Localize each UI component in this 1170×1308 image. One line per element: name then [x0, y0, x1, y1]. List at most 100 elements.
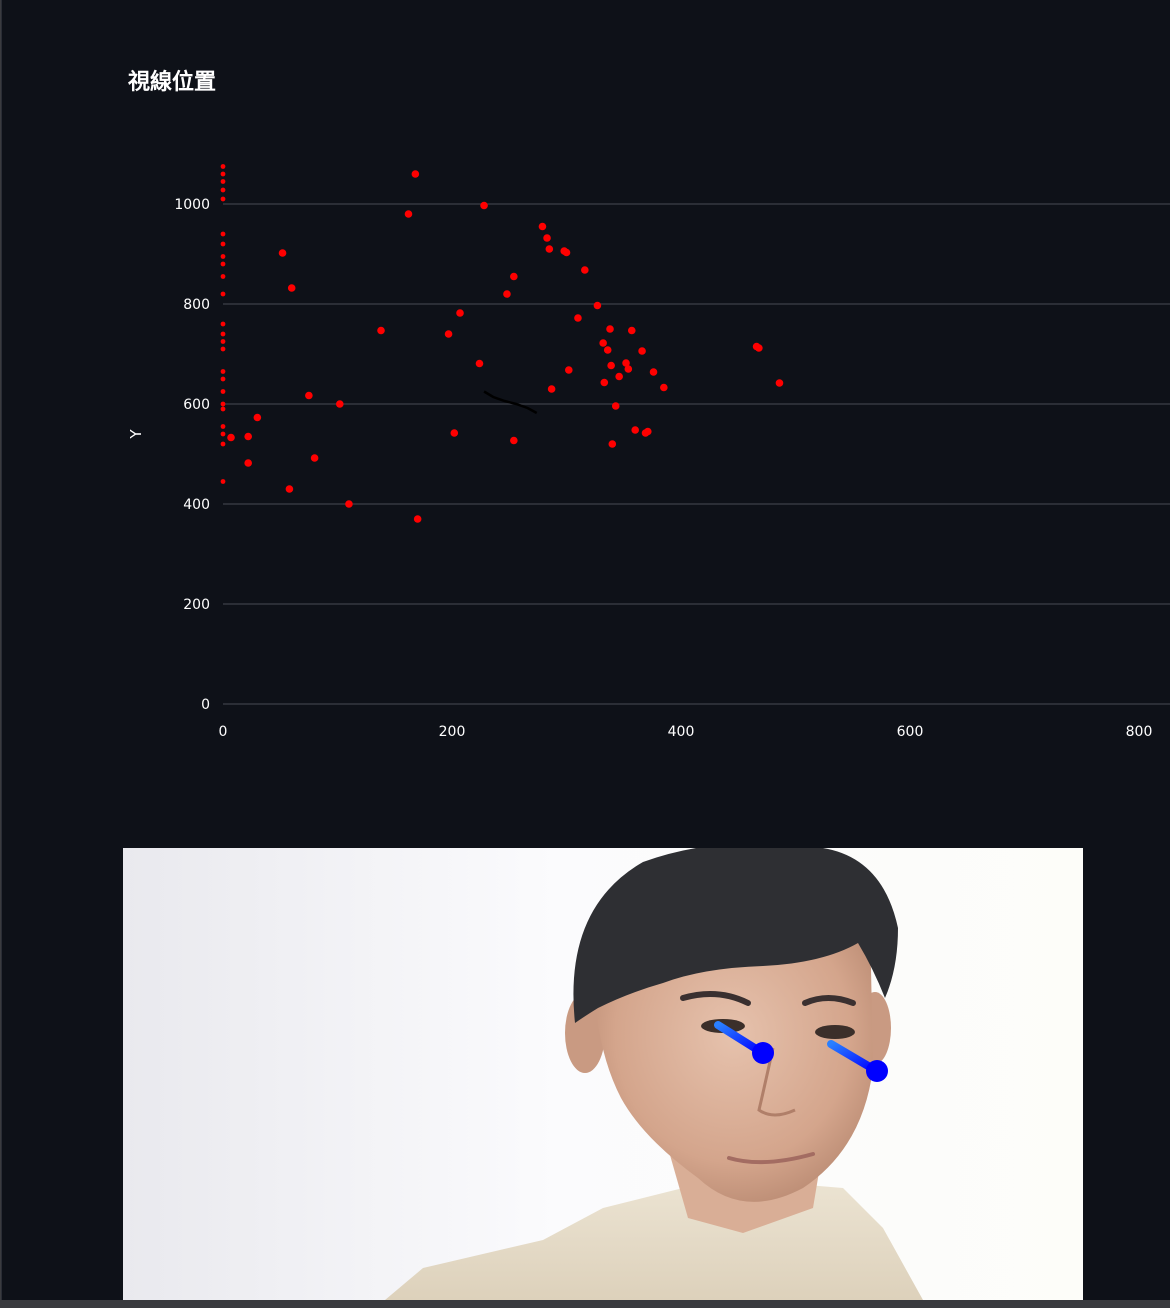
gaze-point	[411, 170, 420, 178]
gaze-point	[543, 234, 551, 242]
gaze-point	[638, 347, 646, 355]
gaze-point	[627, 326, 636, 335]
gaze-point	[220, 187, 226, 193]
gaze-point	[335, 400, 344, 408]
gaze-arrowhead-right	[866, 1060, 888, 1082]
gaze-point	[755, 344, 763, 352]
gaze-point	[562, 248, 571, 257]
gaze-point	[649, 368, 658, 376]
page-title: 視線位置	[128, 70, 217, 95]
gaze-point	[607, 361, 615, 370]
gaze-point	[538, 222, 547, 231]
grid-lines	[223, 203, 1170, 705]
x-tick-label: 0	[219, 724, 228, 740]
person-eyebrow-right	[802, 995, 856, 1006]
gaze-point	[220, 254, 226, 259]
gaze-point	[220, 321, 226, 327]
gaze-point	[305, 391, 313, 400]
gaze-point	[599, 339, 607, 347]
gaze-point	[220, 261, 226, 267]
gaze-point	[220, 376, 226, 382]
gaze-point	[220, 401, 226, 407]
person-mouth	[727, 1152, 815, 1165]
gaze-point	[624, 365, 633, 373]
window-bottom-edge	[0, 1300, 1170, 1308]
gaze-point	[643, 427, 652, 436]
gaze-point	[220, 389, 226, 394]
webcam-feed	[123, 848, 1083, 1300]
webcam-image	[123, 848, 1083, 1300]
gaze-trail	[483, 390, 538, 415]
gaze-point	[600, 378, 609, 387]
gaze-point	[220, 231, 226, 237]
gaze-point	[413, 515, 422, 523]
y-tick-label: 200	[183, 597, 210, 613]
gaze-point	[220, 369, 226, 374]
gaze-trail-line	[483, 390, 538, 415]
gaze-point	[220, 431, 226, 437]
gaze-point	[287, 284, 296, 292]
y-tick-labels: 0 200 400 600 800 1000	[174, 197, 210, 713]
y-tick-label: 400	[183, 497, 210, 513]
gaze-point	[615, 372, 623, 381]
gaze-point	[220, 196, 226, 202]
person-hair	[573, 848, 898, 1023]
gaze-point	[450, 429, 459, 437]
gaze-point	[480, 201, 488, 210]
x-tick-labels: 0 200 400 600 800	[219, 724, 1153, 740]
gaze-point	[220, 424, 226, 429]
gaze-point	[220, 331, 226, 337]
gaze-point	[227, 433, 235, 442]
x-tick-label: 800	[1126, 724, 1153, 740]
gaze-point	[253, 413, 262, 422]
gaze-point	[285, 485, 294, 493]
gaze-point	[220, 164, 226, 169]
gaze-point	[345, 500, 353, 508]
gaze-point	[503, 290, 511, 298]
gaze-point	[278, 249, 287, 257]
gaze-point	[244, 459, 252, 467]
x-tick-label: 600	[897, 724, 924, 740]
gaze-point	[220, 346, 226, 352]
person-nose	[757, 1047, 796, 1117]
y-tick-label: 1000	[174, 197, 210, 213]
gaze-point	[593, 301, 602, 310]
gaze-points	[220, 164, 784, 523]
gaze-point	[456, 309, 464, 317]
y-axis-label: Y	[127, 429, 145, 440]
gaze-point	[220, 406, 226, 412]
gaze-point	[510, 436, 518, 445]
gaze-point	[510, 272, 518, 281]
gaze-point	[631, 426, 639, 434]
gaze-point	[220, 479, 226, 484]
gaze-point	[608, 440, 617, 448]
gaze-point	[547, 385, 556, 393]
gaze-point	[603, 346, 612, 354]
person-eye-right	[815, 1025, 855, 1039]
gaze-point	[220, 441, 226, 447]
gaze-point	[220, 171, 226, 177]
gaze-point	[310, 454, 319, 462]
gaze-point	[220, 241, 226, 247]
gaze-point	[606, 325, 614, 333]
gaze-point	[475, 359, 484, 368]
gaze-point	[377, 326, 385, 335]
gaze-point	[444, 330, 453, 338]
gaze-point	[611, 402, 620, 410]
gaze-point	[545, 245, 554, 253]
y-tick-label: 0	[201, 697, 210, 713]
gaze-point	[244, 432, 252, 441]
gaze-point	[564, 366, 573, 374]
x-tick-label: 400	[668, 724, 695, 740]
gaze-scatter-chart: 0 200 400 600 800 1000 0 200 400 600 800 Y	[127, 164, 1170, 740]
gaze-point	[220, 339, 226, 344]
gaze-point	[660, 383, 668, 392]
gaze-point	[404, 210, 413, 218]
gaze-arrowhead-left	[752, 1042, 774, 1064]
gaze-point	[220, 179, 226, 184]
gaze-point	[775, 379, 784, 387]
y-tick-label: 600	[183, 397, 210, 413]
person-eyebrow-left	[680, 991, 751, 1006]
gaze-point	[581, 266, 589, 274]
